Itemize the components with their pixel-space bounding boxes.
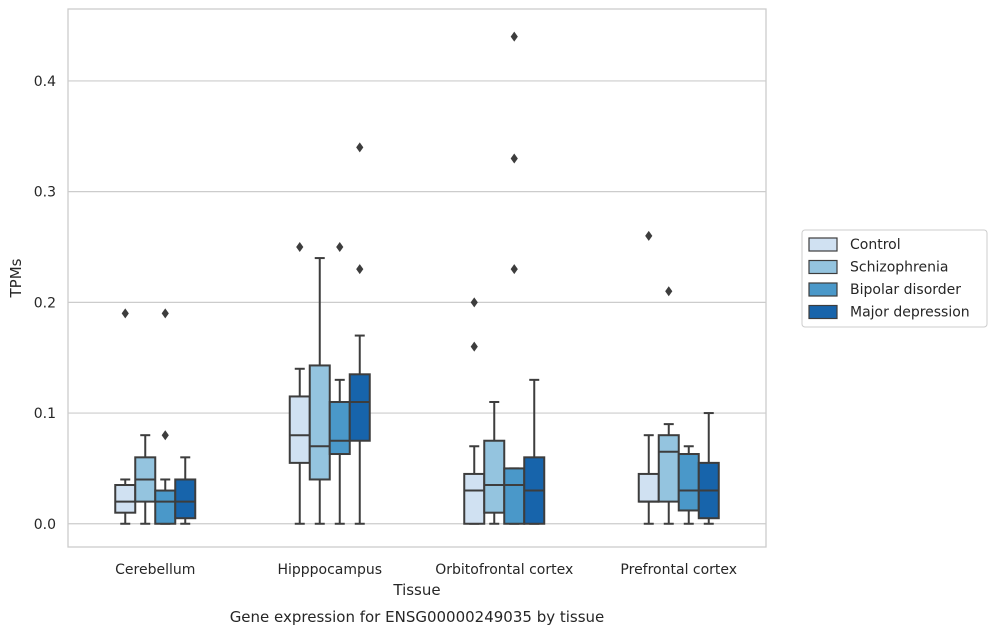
box-iqr	[348, 373, 371, 442]
legend-label: Schizophrenia	[850, 260, 948, 276]
outlier-point	[161, 430, 169, 441]
legend-label: Control	[850, 237, 901, 253]
box-schizophrenia	[308, 257, 331, 525]
box-iqr	[154, 489, 177, 525]
box-control	[463, 297, 486, 525]
box-iqr	[503, 467, 526, 525]
box-iqr	[677, 453, 700, 512]
x-tick-label: Cerebellum	[115, 562, 195, 578]
x-tick-label: Prefrontal cortex	[620, 562, 737, 578]
y-tick-label: 0.0	[34, 517, 56, 533]
outlier-point	[356, 264, 364, 275]
box-bipolar-disorder	[328, 242, 351, 525]
box-schizophrenia	[657, 286, 680, 525]
outlier-point	[336, 242, 344, 253]
box-iqr	[308, 364, 331, 481]
outlier-point	[356, 142, 364, 153]
box-iqr	[114, 484, 137, 514]
legend: Control Schizophrenia Bipolar disorder Majo…	[801, 229, 988, 328]
outlier-point	[510, 31, 518, 42]
outlier-point	[510, 153, 518, 164]
outlier-point	[470, 297, 478, 308]
box-bipolar-disorder	[503, 31, 526, 525]
box-major-depression	[523, 378, 546, 525]
legend-frame	[801, 229, 988, 328]
y-axis-label: TPMs	[7, 258, 25, 298]
box-iqr	[288, 395, 311, 464]
box-control	[288, 242, 311, 525]
box-iqr	[483, 439, 506, 514]
box-schizophrenia	[483, 400, 506, 525]
outlier-point	[161, 308, 169, 319]
box-schizophrenia	[134, 434, 157, 525]
outlier-point	[121, 308, 129, 319]
box-iqr	[637, 472, 660, 503]
box-iqr	[657, 434, 680, 503]
legend-label: Major depression	[850, 305, 970, 321]
outlier-point	[510, 264, 518, 275]
outlier-point	[665, 286, 673, 297]
outlier-point	[470, 341, 478, 352]
y-tick-labels: 0.0 0.1 0.2 0.3 0.4	[34, 74, 56, 533]
legend-label: Bipolar disorder	[850, 282, 961, 298]
y-tick-label: 0.3	[34, 185, 56, 201]
box-iqr	[463, 472, 486, 525]
plot-frame	[67, 8, 767, 548]
box-major-depression	[697, 412, 720, 525]
legend-swatch	[808, 304, 838, 320]
legend-swatch	[808, 282, 838, 297]
outlier-point	[645, 230, 653, 241]
box-bipolar-disorder	[154, 308, 177, 525]
y-tick-label: 0.4	[34, 74, 56, 90]
box-control	[637, 230, 660, 525]
x-tick-labels: Cerebellum Hipppocampus Orbitofrontal cort…	[115, 562, 737, 578]
x-tick-label: Hipppocampus	[277, 562, 382, 578]
x-tick-label: Orbitofrontal cortex	[435, 562, 573, 578]
box-iqr	[328, 400, 351, 456]
chart-caption: Gene expression for ENSG00000249035 by t…	[230, 608, 605, 626]
box-major-depression	[348, 142, 371, 525]
legend-swatch	[808, 259, 838, 275]
outlier-point	[296, 242, 304, 253]
y-tick-label: 0.2	[34, 295, 56, 311]
box-layer	[114, 31, 720, 525]
box-bipolar-disorder	[677, 445, 700, 525]
legend-swatch	[808, 237, 838, 252]
box-major-depression	[174, 456, 197, 525]
box-control	[114, 308, 137, 525]
y-tick-label: 0.1	[34, 406, 56, 422]
x-axis-label: Tissue	[392, 581, 440, 599]
box-iqr	[174, 478, 197, 520]
